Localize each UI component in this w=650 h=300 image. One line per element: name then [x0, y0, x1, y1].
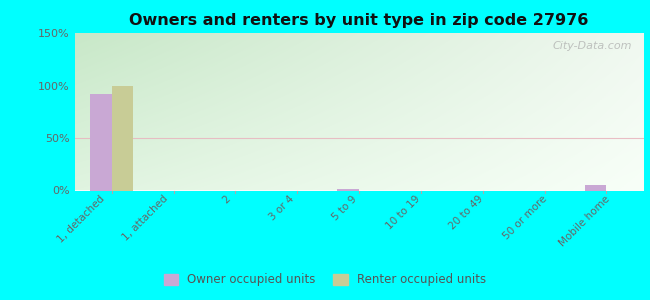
- Text: 50 or more: 50 or more: [501, 194, 549, 241]
- Bar: [585, 185, 606, 190]
- Bar: [112, 85, 133, 190]
- Text: 5 to 9: 5 to 9: [331, 194, 359, 222]
- Text: 3 or 4: 3 or 4: [267, 194, 296, 222]
- Text: 1, attached: 1, attached: [120, 194, 170, 243]
- Legend: Owner occupied units, Renter occupied units: Owner occupied units, Renter occupied un…: [159, 269, 491, 291]
- Text: Mobile home: Mobile home: [558, 194, 612, 248]
- Title: Owners and renters by unit type in zip code 27976: Owners and renters by unit type in zip c…: [129, 13, 589, 28]
- Bar: [90, 94, 112, 190]
- Text: 2: 2: [221, 194, 233, 205]
- Text: 10 to 19: 10 to 19: [385, 194, 422, 231]
- Text: 1, detached: 1, detached: [55, 194, 107, 244]
- Text: City-Data.com: City-Data.com: [552, 41, 632, 51]
- Text: 20 to 49: 20 to 49: [448, 194, 486, 231]
